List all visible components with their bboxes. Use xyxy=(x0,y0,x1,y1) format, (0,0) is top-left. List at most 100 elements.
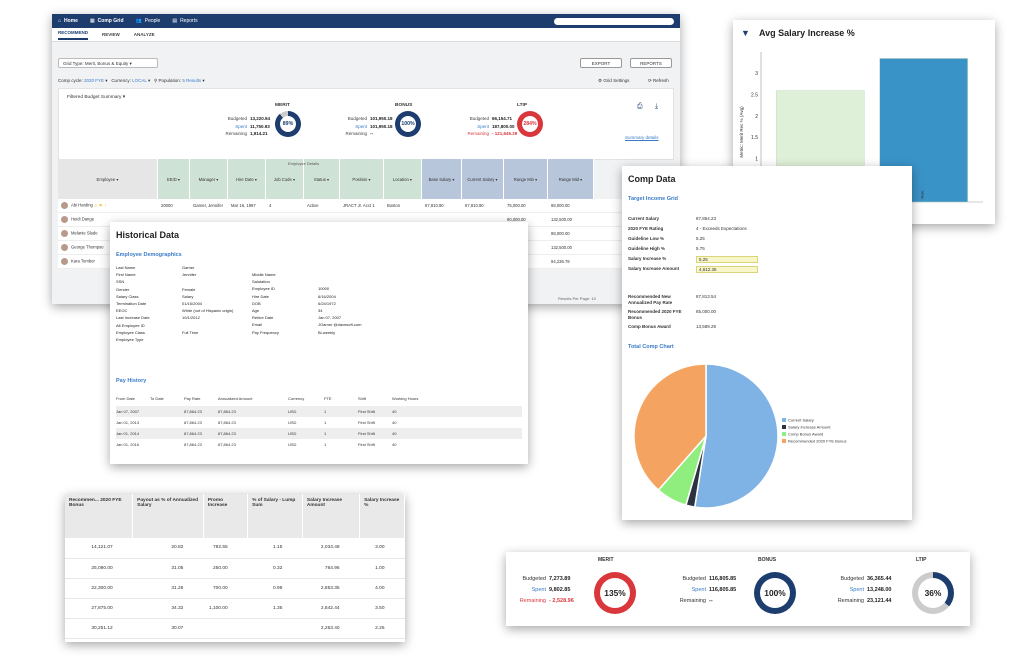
column-header-base-salary[interactable]: Base Salary ▾ xyxy=(422,159,462,199)
column-header-eeid[interactable]: EEID ▾ xyxy=(158,159,190,199)
table-cell xyxy=(203,618,248,639)
column-header-hire-date[interactable]: Hire Date ▾ xyxy=(228,159,266,199)
donut-label: 100% xyxy=(760,578,790,608)
population-select[interactable]: 5 Results xyxy=(182,78,202,83)
nav-comp-grid[interactable]: ▦ Comp Grid xyxy=(89,18,124,24)
column-header-current-salary[interactable]: Current Salary ▾ xyxy=(462,159,504,199)
pay-header: From Date To Date Pay Rate Annualized Amoun… xyxy=(116,390,522,406)
comp-field-value[interactable]: 5.25 xyxy=(696,256,758,263)
merit-title: MERIT xyxy=(275,103,290,108)
table-cell: 0.98 xyxy=(247,578,303,599)
results-per-page[interactable]: Results Per Page: 10 xyxy=(558,296,596,301)
column-header-status[interactable]: Status ▾ xyxy=(304,159,340,199)
employee-name[interactable]: Abi Harding xyxy=(71,202,93,208)
column-header-manager[interactable]: Manager ▾ xyxy=(190,159,228,199)
summary-details-link[interactable]: Summary details xyxy=(625,135,659,140)
pay-cell: USD xyxy=(288,442,297,447)
cell-name: Abi Harding ⚠ ✉ ⋮ xyxy=(58,202,158,209)
column-header[interactable]: Salary Increase % xyxy=(359,494,405,538)
currency-select[interactable]: LOCAL xyxy=(132,78,147,83)
budget-summary-toggle[interactable]: Filtered Budget Summary ▾ xyxy=(67,95,126,100)
nav-home[interactable]: ⌂ Home xyxy=(58,18,78,24)
column-header-employee[interactable]: Employee ▾ xyxy=(58,159,158,199)
table-cell: 25,080.00 xyxy=(65,558,133,579)
pay-cell: Jan 01, 2014 xyxy=(116,431,140,436)
donut-label: 100% xyxy=(400,116,416,132)
ltip-budgeted-label: Budgeted xyxy=(840,576,864,582)
search-input[interactable] xyxy=(554,17,674,25)
refresh-link[interactable]: ⟳ Refresh xyxy=(648,78,669,83)
pay-cell: 87,864.23 xyxy=(218,431,236,436)
table-cell: 764.96 xyxy=(302,558,360,579)
ltip-spent-label: Spent xyxy=(849,587,864,593)
value: Mar 16, 1997 xyxy=(231,203,256,208)
ltip-title: LTIP xyxy=(517,103,528,108)
gear-icon: ⚙ xyxy=(598,78,603,83)
column-header[interactable]: Payout as % of Annualized Salary xyxy=(132,494,204,538)
people-icon: 👥 xyxy=(135,18,142,24)
employee-name[interactable]: Kara Tombor xyxy=(71,258,95,264)
legend-label: Recommended 2020 FYE Bonus xyxy=(788,439,846,444)
ltip-spent-value: 187,800.00 xyxy=(492,123,515,129)
nav-people[interactable]: 👥 People xyxy=(135,18,161,24)
pay-row: Jan 07, 2007 87,864.23 87,864.23 USD 1 First … xyxy=(116,406,522,417)
column-header-job-code[interactable]: Job Code ▾ xyxy=(266,159,304,199)
reports-button[interactable]: REPORTS xyxy=(630,58,672,68)
table-cell: 1.00 xyxy=(359,558,405,579)
download-icon[interactable]: ⤓ xyxy=(655,103,659,110)
pay-cell: 87,864.23 xyxy=(218,442,236,447)
merit-remaining-label: Remaining xyxy=(225,131,247,136)
pay-row: Jan 01, 2013 87,864.23 87,864.23 USD 1 First … xyxy=(116,417,522,428)
column-header[interactable]: Recommen... 2020 FYE Bonus xyxy=(65,494,134,538)
comp-field-value[interactable]: 4,612.35 xyxy=(696,266,758,273)
column-header-range-mid[interactable]: Range Mid ▾ xyxy=(548,159,594,199)
filter-icon[interactable]: ▼ xyxy=(741,28,750,38)
tab-analyze[interactable]: ANALYZE xyxy=(133,32,155,37)
bonus-spent-value: 116,805.85 xyxy=(709,587,737,593)
value: Boston xyxy=(387,203,401,208)
ltip-remaining-label: Remaining xyxy=(467,131,489,136)
table-row: 30,251.12 30.07 2,263.40 2.25 xyxy=(65,618,405,639)
employee-name[interactable]: Melanie Slade xyxy=(71,230,98,236)
table-cell: 4.00 xyxy=(359,578,405,599)
comp-cycle-select[interactable]: 2020 FYE xyxy=(84,78,105,83)
bonus-title: BONUS xyxy=(395,103,413,108)
column-header[interactable]: Salary Increase Amount xyxy=(302,494,361,538)
avatar xyxy=(61,216,68,223)
avatar xyxy=(61,244,68,251)
table-cell: 2,263.40 xyxy=(302,618,360,639)
employee-name[interactable]: Heidi Dange xyxy=(71,216,95,222)
bonus-budgeted-label: Budgeted xyxy=(682,576,706,582)
tab-review[interactable]: REVIEW xyxy=(102,32,120,37)
print-icon[interactable]: ⎙ xyxy=(637,103,643,110)
historical-data-panel: Historical Data Employee Demographics La… xyxy=(110,222,528,464)
pay-col: FTE xyxy=(324,395,332,401)
table-row[interactable]: Abi Harding ⚠ ✉ ⋮ 20000 Garner, Jennifer Ma… xyxy=(58,199,674,213)
demo-value: Salary xyxy=(182,293,194,299)
comp-field-value: 87,864.23 xyxy=(696,216,717,221)
demo-value: 10/1/2012 xyxy=(182,315,200,321)
table-cell: 3.00 xyxy=(359,538,405,559)
column-header-location[interactable]: Location ▾ xyxy=(384,159,422,199)
table-cell: 250.00 xyxy=(203,558,248,579)
column-header[interactable]: % of Salary - Lump Sum xyxy=(247,494,303,538)
grid-type-dropdown[interactable]: Grid Type: Merit, Bonus & Equity ▾ xyxy=(58,58,158,68)
column-header-position[interactable]: Position ▾ xyxy=(340,159,384,199)
employee-name[interactable]: George Thompso xyxy=(71,244,104,250)
panel-title: Historical Data xyxy=(116,230,180,240)
bonus-remaining-value: -- xyxy=(370,131,373,136)
pay-cell: First Shift xyxy=(358,431,375,436)
table-cell: 1,100.00 xyxy=(203,598,248,619)
nav-reports[interactable]: ▤ Reports xyxy=(172,18,198,24)
section-demographics: Employee Demographics xyxy=(116,252,182,258)
tab-recommend[interactable]: RECOMMEND xyxy=(58,30,88,40)
demo-value: Jan 07, 2007 xyxy=(318,315,342,321)
column-header[interactable]: Promo Increase xyxy=(203,494,249,538)
column-header-range-min[interactable]: Range Min ▾ xyxy=(504,159,548,199)
table-row: 14,121.07 20.82 782.55 1.15 2,034.48 3.00 xyxy=(65,538,405,559)
table-row: 25,080.00 31.05 250.00 0.32 764.96 1.00 xyxy=(65,558,405,579)
table-cell: 30.07 xyxy=(132,618,204,639)
filter-icon: ⚲ xyxy=(153,78,158,83)
export-button[interactable]: EXPORT xyxy=(580,58,622,68)
grid-settings-link[interactable]: ⚙ Grid Settings xyxy=(598,78,630,83)
